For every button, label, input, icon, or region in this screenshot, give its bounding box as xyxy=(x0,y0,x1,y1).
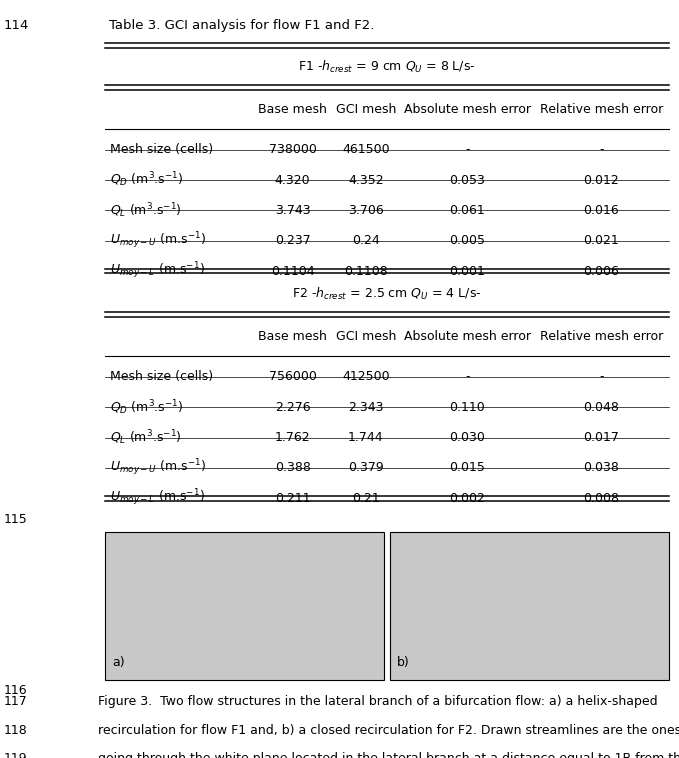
Text: 0.016: 0.016 xyxy=(583,204,619,217)
Text: 117: 117 xyxy=(3,695,27,708)
Text: $Q_L$ (m$^3$.s$^{-1}$): $Q_L$ (m$^3$.s$^{-1}$) xyxy=(110,201,182,220)
Text: Absolute mesh error: Absolute mesh error xyxy=(404,102,531,116)
Text: Table 3. GCI analysis for flow F1 and F2.: Table 3. GCI analysis for flow F1 and F2… xyxy=(109,19,374,32)
Bar xyxy=(105,532,384,680)
Text: Base mesh: Base mesh xyxy=(258,102,327,116)
Text: $Q_L$ (m$^3$.s$^{-1}$): $Q_L$ (m$^3$.s$^{-1}$) xyxy=(110,428,182,447)
Text: 4.352: 4.352 xyxy=(348,174,384,186)
Text: 0.012: 0.012 xyxy=(583,174,619,186)
Text: GCI mesh: GCI mesh xyxy=(335,102,396,116)
Text: F1 -$h_{crest}$ = 9 cm $Q_U$ = 8 L/s-: F1 -$h_{crest}$ = 9 cm $Q_U$ = 8 L/s- xyxy=(298,59,476,75)
Text: 0.038: 0.038 xyxy=(583,462,619,475)
Text: Figure 3.  Two flow structures in the lateral branch of a bifurcation flow: a) a: Figure 3. Two flow structures in the lat… xyxy=(98,695,658,708)
Text: 0.030: 0.030 xyxy=(449,431,485,444)
Text: 2.343: 2.343 xyxy=(348,401,384,414)
Text: 116: 116 xyxy=(3,684,27,697)
Text: 0.001: 0.001 xyxy=(449,265,485,277)
Text: F2 -$h_{crest}$ = 2.5 cm $Q_U$ = 4 L/s-: F2 -$h_{crest}$ = 2.5 cm $Q_U$ = 4 L/s- xyxy=(292,287,482,302)
Text: 0.379: 0.379 xyxy=(348,462,384,475)
Text: 3.743: 3.743 xyxy=(275,204,310,217)
Text: recirculation for flow F1 and, b) a closed recirculation for F2. Drawn streamlin: recirculation for flow F1 and, b) a clos… xyxy=(98,724,679,737)
Text: 118: 118 xyxy=(3,724,27,737)
Text: 114: 114 xyxy=(3,19,29,32)
Text: b): b) xyxy=(397,656,410,669)
Text: 0.017: 0.017 xyxy=(583,431,619,444)
Bar xyxy=(390,532,669,680)
Text: 0.061: 0.061 xyxy=(449,204,485,217)
Text: $U_{moy-L}$ (m.s$^{-1}$): $U_{moy-L}$ (m.s$^{-1}$) xyxy=(110,488,205,509)
Text: 461500: 461500 xyxy=(342,143,390,156)
Text: 0.015: 0.015 xyxy=(449,462,485,475)
Text: Base mesh: Base mesh xyxy=(258,330,327,343)
Text: GCI mesh: GCI mesh xyxy=(335,330,396,343)
Text: 0.211: 0.211 xyxy=(275,492,310,505)
Text: -: - xyxy=(599,371,604,384)
Text: a): a) xyxy=(112,656,125,669)
Text: 0.053: 0.053 xyxy=(449,174,485,186)
Text: $U_{moy-U}$ (m.s$^{-1}$): $U_{moy-U}$ (m.s$^{-1}$) xyxy=(110,458,206,478)
Text: $Q_D$ (m$^3$.s$^{-1}$): $Q_D$ (m$^3$.s$^{-1}$) xyxy=(110,171,183,190)
Text: 0.021: 0.021 xyxy=(583,234,619,247)
Text: $Q_D$ (m$^3$.s$^{-1}$): $Q_D$ (m$^3$.s$^{-1}$) xyxy=(110,398,183,417)
Text: -: - xyxy=(465,143,470,156)
Text: Relative mesh error: Relative mesh error xyxy=(540,330,663,343)
Text: 0.002: 0.002 xyxy=(449,492,485,505)
Text: 1.762: 1.762 xyxy=(275,431,310,444)
Text: 0.388: 0.388 xyxy=(275,462,310,475)
Text: 0.237: 0.237 xyxy=(275,234,310,247)
Text: 1.744: 1.744 xyxy=(348,431,384,444)
Text: -: - xyxy=(465,371,470,384)
Text: 0.110: 0.110 xyxy=(449,401,485,414)
Text: 738000: 738000 xyxy=(269,143,316,156)
Text: Mesh size (cells): Mesh size (cells) xyxy=(110,143,213,156)
Text: 756000: 756000 xyxy=(269,371,316,384)
Text: -: - xyxy=(599,143,604,156)
Text: 0.005: 0.005 xyxy=(449,234,485,247)
Text: $U_{moy-U}$ (m.s$^{-1}$): $U_{moy-U}$ (m.s$^{-1}$) xyxy=(110,230,206,251)
Text: $U_{moy-L}$ (m.s$^{-1}$): $U_{moy-L}$ (m.s$^{-1}$) xyxy=(110,261,205,281)
Text: 119: 119 xyxy=(3,753,27,758)
Text: 0.008: 0.008 xyxy=(583,492,619,505)
Text: 0.1108: 0.1108 xyxy=(344,265,388,277)
Text: 3.706: 3.706 xyxy=(348,204,384,217)
Text: 0.21: 0.21 xyxy=(352,492,380,505)
Text: 2.276: 2.276 xyxy=(275,401,310,414)
Text: 412500: 412500 xyxy=(342,371,390,384)
Text: 115: 115 xyxy=(3,513,27,526)
Text: going through the white plane located in the lateral branch at a distance equal : going through the white plane located in… xyxy=(98,753,679,758)
Text: 0.048: 0.048 xyxy=(583,401,619,414)
Text: Absolute mesh error: Absolute mesh error xyxy=(404,330,531,343)
Text: 0.006: 0.006 xyxy=(583,265,619,277)
Text: 0.24: 0.24 xyxy=(352,234,380,247)
Text: Mesh size (cells): Mesh size (cells) xyxy=(110,371,213,384)
Text: 4.320: 4.320 xyxy=(275,174,310,186)
Text: Relative mesh error: Relative mesh error xyxy=(540,102,663,116)
Text: 0.1104: 0.1104 xyxy=(271,265,314,277)
